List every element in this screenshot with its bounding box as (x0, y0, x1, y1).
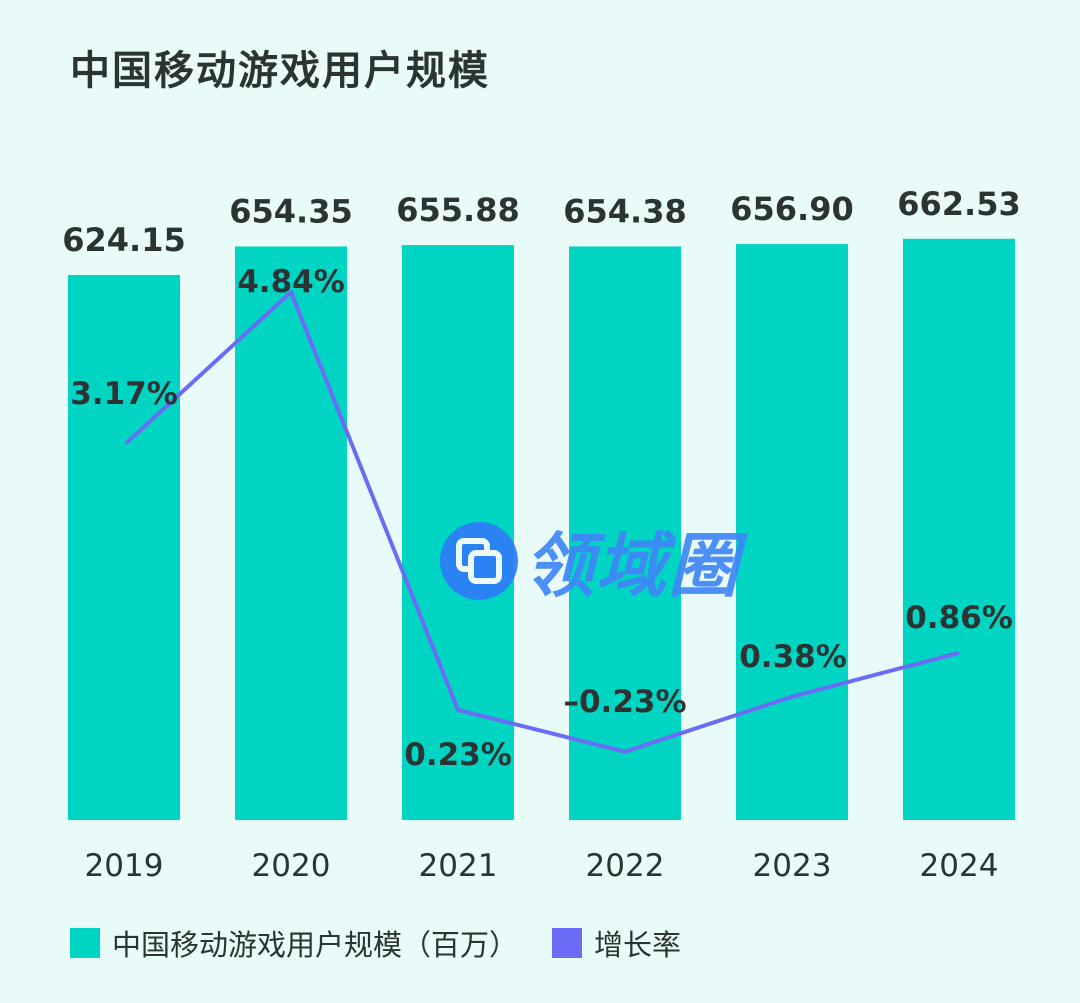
bar-2023 (736, 244, 848, 821)
legend-item-growth: 增长率 (552, 922, 681, 964)
x-tick-2024: 2024 (920, 848, 999, 884)
bar-value-label-2023: 656.90 (730, 190, 853, 228)
bar-labels-layer: 624.15 654.35 655.88 654.38 656.90 662.53 (62, 185, 1020, 259)
bar-value-label-2024: 662.53 (897, 185, 1020, 223)
bar-value-label-2019: 624.15 (62, 221, 185, 259)
legend-label-growth: 增长率 (594, 928, 682, 962)
x-tick-2019: 2019 (85, 848, 164, 884)
legend-item-users: 中国移动游戏用户规模（百万） (70, 922, 518, 964)
chart-title: 中国移动游戏用户规模 (70, 48, 490, 94)
bar-value-label-2022: 654.38 (563, 192, 686, 230)
bar-2020 (235, 246, 347, 821)
growth-rate-label-2023: 0.38% (739, 639, 847, 675)
legend-swatch-growth (552, 928, 583, 958)
bar-2019 (68, 275, 180, 820)
growth-rate-line (124, 290, 960, 754)
x-tick-2021: 2021 (419, 848, 498, 884)
bar-2024 (903, 238, 1015, 821)
x-axis-ticks: 2019 2020 2021 2022 2023 2024 (85, 848, 999, 884)
bars-layer (68, 238, 1015, 821)
growth-rate-label-2021: 0.23% (404, 737, 512, 773)
bar-2022 (569, 246, 681, 821)
growth-rate-label-2024: 0.86% (905, 600, 1013, 636)
legend: 中国移动游戏用户规模（百万） 增长率 (70, 922, 715, 964)
growth-rate-label-2019: 3.17% (70, 376, 178, 412)
growth-rate-label-2020: 4.84% (237, 264, 345, 300)
x-tick-2022: 2022 (586, 848, 665, 884)
watermark: 领域圈 (440, 510, 740, 611)
x-tick-2020: 2020 (252, 848, 331, 884)
legend-swatch-users (70, 928, 100, 958)
bar-value-label-2020: 654.35 (229, 193, 352, 231)
watermark-text: 领域圈 (524, 525, 740, 607)
growth-rate-label-2022: –0.23% (563, 684, 686, 720)
square-logo-icon (440, 521, 518, 600)
x-tick-2023: 2023 (753, 848, 832, 884)
bar-value-label-2021: 655.88 (396, 191, 519, 229)
legend-label-users: 中国移动游戏用户规模（百万） (112, 928, 519, 962)
rate-labels-layer: 3.17% 4.84% 0.23% –0.23% 0.38% 0.86% (70, 264, 1013, 773)
line-layer (124, 290, 960, 754)
